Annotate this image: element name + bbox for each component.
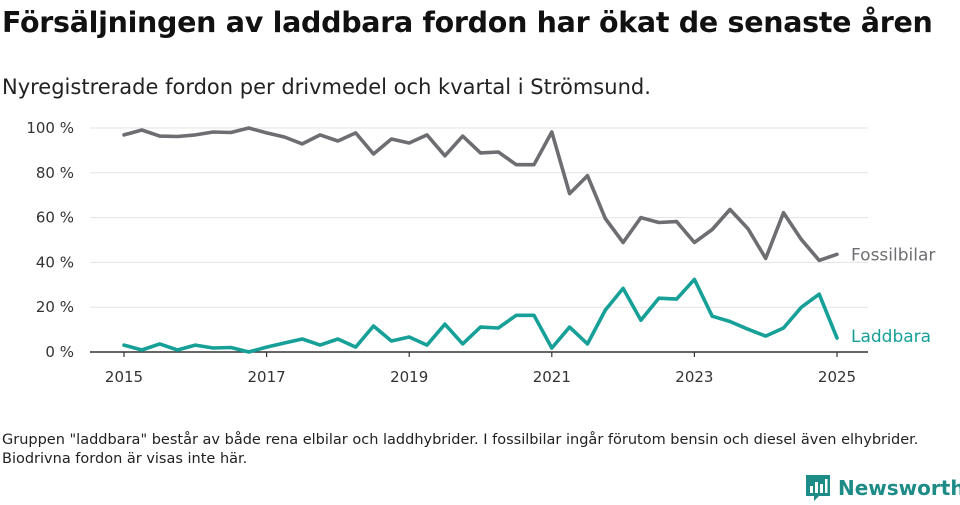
line-chart: 0 % 20 % 40 % 60 % 80 % 100 % 2015 2017 2019 202… [26, 119, 935, 386]
footnote: Gruppen "laddbara" består av både rena e… [2, 432, 919, 467]
x-tick-label: 2025 [818, 368, 856, 386]
series-label-laddbara: Laddbara [851, 327, 931, 347]
series-labels: Fossilbilar Laddbara [851, 245, 935, 347]
y-tick-label: 100 % [26, 119, 74, 137]
y-tick-label: 80 % [36, 164, 74, 182]
x-axis-ticks: 2015 2017 2019 2021 2023 2025 [105, 352, 856, 386]
page-title: Försäljningen av laddbara fordon har öka… [2, 6, 933, 39]
series-lines [122, 126, 839, 354]
x-tick-label: 2021 [533, 368, 571, 386]
series-line-laddbara [122, 277, 839, 354]
grid-lines [90, 127, 868, 353]
brand-logo[interactable]: Newsworthy [805, 474, 960, 502]
x-tick-label: 2017 [248, 368, 286, 386]
y-tick-label: 40 % [36, 253, 74, 271]
x-tick-label: 2019 [390, 368, 428, 386]
bar-chart-icon [806, 475, 830, 501]
series-line-fossilbilar [122, 126, 839, 263]
y-tick-label: 20 % [36, 298, 74, 316]
y-tick-label: 60 % [36, 209, 74, 227]
brand-name: Newsworthy [838, 476, 960, 500]
series-label-fossilbilar: Fossilbilar [851, 245, 935, 265]
x-tick-label: 2015 [105, 368, 143, 386]
y-tick-label: 0 % [45, 343, 74, 361]
page-subtitle: Nyregistrerade fordon per drivmedel och … [2, 75, 651, 99]
x-tick-label: 2023 [675, 368, 713, 386]
y-axis-tick-labels: 0 % 20 % 40 % 60 % 80 % 100 % [26, 119, 74, 361]
